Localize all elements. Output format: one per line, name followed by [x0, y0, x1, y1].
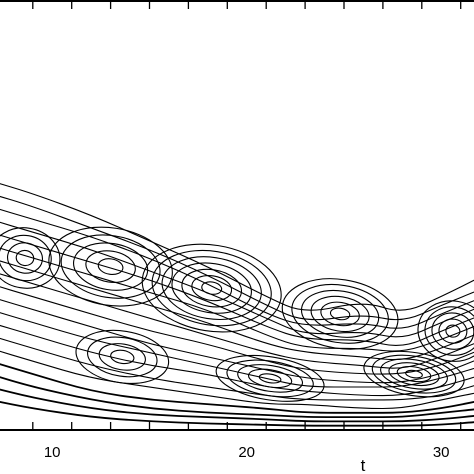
contour-loop	[388, 362, 440, 387]
contour-line	[0, 376, 474, 419]
contour-loop	[141, 243, 282, 333]
contour-loop	[445, 324, 461, 338]
contour-line	[0, 247, 474, 352]
contour-line	[0, 260, 474, 361]
contour-loop	[97, 258, 124, 275]
contour-line	[0, 208, 474, 329]
contour-loop	[161, 256, 262, 320]
contour-loop	[247, 368, 293, 389]
contour-line	[0, 363, 474, 414]
contour-loop	[98, 343, 146, 371]
contour-loop	[73, 242, 149, 291]
contour-loop	[75, 329, 170, 384]
contour-loop	[151, 249, 272, 327]
contour-loop	[396, 365, 432, 383]
contour-loop	[85, 250, 136, 283]
contour-line	[0, 234, 474, 346]
contour-loop	[60, 234, 161, 299]
axes	[0, 0, 474, 431]
contour-loop	[424, 306, 474, 356]
x-tick-label: 20	[238, 444, 255, 461]
contour-loop	[258, 373, 282, 384]
contour-loop	[110, 349, 135, 365]
contour-loop	[320, 301, 360, 327]
contour-loop	[201, 281, 223, 295]
contour-loop	[0, 234, 52, 282]
contour-loop	[405, 369, 423, 379]
contour-loop	[371, 354, 457, 394]
contour-loop	[300, 289, 380, 338]
contour-lines	[0, 183, 474, 427]
contour-loop	[237, 364, 304, 393]
contour-line	[0, 183, 474, 311]
contour-loop	[417, 300, 474, 362]
contour-loop	[0, 227, 61, 289]
contour-loop	[438, 318, 468, 344]
contour-loop	[171, 262, 252, 314]
contour-loop	[15, 249, 35, 267]
contour-loop	[48, 226, 173, 307]
contour-loop	[310, 295, 370, 333]
contour-loop	[87, 336, 158, 378]
contour-loop	[380, 358, 448, 390]
x-axis-label: t	[361, 456, 366, 474]
contour-line	[0, 350, 474, 410]
contour-line	[0, 388, 474, 423]
contour-loop	[281, 278, 399, 350]
contour-loop	[291, 284, 389, 344]
contour-loop	[226, 359, 314, 398]
contour-loop	[215, 354, 325, 402]
x-tick-label: 30	[433, 444, 450, 461]
contour-line	[0, 312, 474, 388]
x-tick-labels: 10 20 30	[44, 444, 450, 461]
contour-loop	[191, 275, 233, 302]
x-tick-label: 10	[44, 444, 61, 461]
contour-loop	[329, 307, 351, 321]
contour-loop	[363, 350, 465, 398]
contour-loop	[181, 268, 243, 308]
contour-line	[0, 400, 474, 427]
contour-loop	[7, 242, 43, 274]
